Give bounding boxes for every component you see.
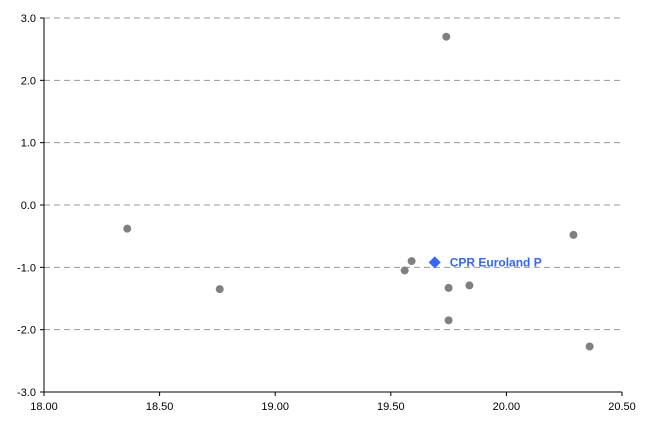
x-tick-label: 18.50 xyxy=(146,401,174,413)
x-tick-label: 19.00 xyxy=(261,401,289,413)
x-axis-ticks: 18.00 18.50 19.00 19.50 20.00 20.50 xyxy=(30,392,636,413)
y-tick-label: 2.0 xyxy=(21,75,36,87)
highlight-series: CPR Euroland P xyxy=(428,255,542,269)
data-point xyxy=(400,266,409,275)
y-tick-label: 0.0 xyxy=(21,200,36,212)
data-point xyxy=(123,224,132,233)
data-point xyxy=(444,316,453,325)
x-tick-label: 19.50 xyxy=(377,401,405,413)
data-point xyxy=(444,283,453,292)
y-axis-ticks: 3.0 2.0 1.0 0.0 -1.0 -2.0 -3.0 xyxy=(17,13,44,399)
highlight-label: CPR Euroland P xyxy=(450,255,542,269)
data-point xyxy=(215,285,224,294)
highlight-point xyxy=(428,256,441,269)
x-tick-label: 18.00 xyxy=(30,401,58,413)
y-tick-label: 3.0 xyxy=(21,13,36,25)
x-tick-label: 20.00 xyxy=(493,401,521,413)
data-point xyxy=(585,342,594,351)
grid-lines xyxy=(44,17,622,331)
y-tick-label: 1.0 xyxy=(21,138,36,150)
data-point xyxy=(569,230,578,239)
y-tick-label: -1.0 xyxy=(17,262,36,274)
data-point xyxy=(407,257,416,266)
data-points xyxy=(123,32,594,351)
y-tick-label: -2.0 xyxy=(17,325,36,337)
x-tick-label: 20.50 xyxy=(608,401,636,413)
data-point xyxy=(465,281,474,290)
data-point xyxy=(442,32,451,41)
y-tick-label: -3.0 xyxy=(17,387,36,399)
